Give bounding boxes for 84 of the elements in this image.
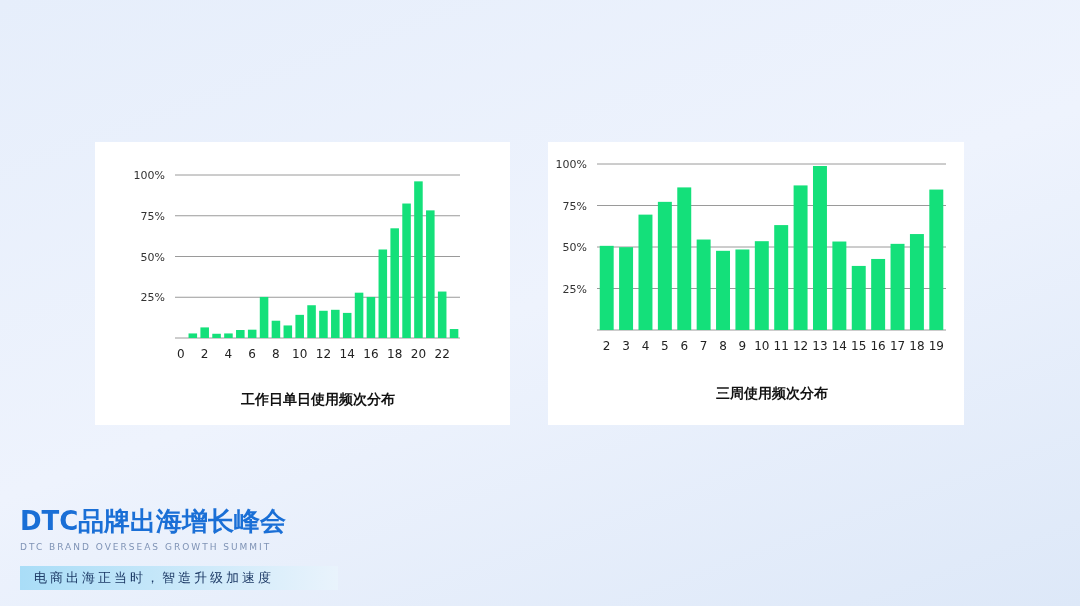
x-tick-label: 19 — [928, 339, 944, 353]
x-tick-label: 8 — [272, 347, 280, 361]
bar — [283, 325, 293, 338]
x-tick-label: 18 — [387, 347, 403, 361]
bar — [871, 258, 886, 330]
x-tick-label: 10 — [754, 339, 770, 353]
text: 工作日单日使用频次分布 — [239, 391, 395, 407]
x-tick-label: 13 — [812, 339, 828, 353]
y-tick-label: 100% — [555, 158, 587, 171]
bar — [342, 312, 352, 338]
x-tick-label: 12 — [792, 339, 809, 353]
bar — [890, 243, 905, 330]
x-tick-label: 22 — [434, 347, 450, 361]
x-tick-label: 11 — [773, 339, 789, 353]
bar — [331, 309, 340, 338]
bar — [236, 330, 245, 338]
x-tick-label: 2 — [200, 347, 209, 361]
bar — [638, 214, 653, 330]
bar — [366, 296, 376, 338]
x-tick-label: 6 — [680, 339, 689, 353]
x-tick-label: 14 — [831, 339, 847, 353]
bar — [224, 333, 233, 338]
bar — [793, 185, 808, 330]
x-tick-label: 4 — [224, 347, 233, 361]
x-tick-label: 17 — [889, 339, 906, 353]
bar — [832, 241, 847, 330]
bar — [677, 187, 692, 330]
x-tick-label: 20 — [410, 347, 427, 361]
bar — [426, 210, 435, 338]
text: DTC BRAND OVERSEAS GROWTH SUMMIT — [20, 542, 272, 552]
x-tick-label: 8 — [719, 339, 727, 353]
bar — [909, 234, 924, 330]
text: DTC品牌出海增长峰会 — [20, 505, 287, 537]
bar — [402, 203, 411, 338]
x-tick-label: 6 — [248, 347, 257, 361]
bar — [378, 249, 388, 338]
bar — [414, 181, 423, 338]
x-tick-label: 0 — [177, 347, 185, 361]
bar — [354, 292, 364, 338]
text: 三周使用频次分布 — [715, 385, 828, 401]
bar — [657, 201, 672, 330]
bar — [696, 239, 711, 330]
y-tick-label: 25% — [562, 282, 587, 296]
y-tick-label: 25% — [140, 291, 165, 305]
bar — [599, 245, 614, 330]
bar — [390, 228, 399, 338]
y-tick-label: 75% — [140, 209, 165, 223]
bar — [295, 314, 304, 338]
bar — [449, 329, 459, 338]
bar — [259, 296, 269, 338]
bar — [929, 189, 944, 330]
bar — [735, 249, 750, 330]
bar — [774, 225, 789, 330]
x-tick-label: 2 — [602, 339, 611, 353]
x-tick-label: 14 — [339, 347, 355, 361]
bar — [716, 250, 731, 330]
y-tick-label: 100% — [133, 169, 165, 182]
x-tick-label: 3 — [622, 339, 630, 353]
y-tick-label: 50% — [562, 241, 587, 254]
bar — [754, 241, 769, 330]
bar — [851, 265, 866, 330]
x-tick-label: 4 — [641, 339, 650, 353]
bar — [307, 305, 316, 338]
x-tick-label: 15 — [851, 339, 867, 353]
x-tick-label: 5 — [661, 339, 669, 353]
x-tick-label: 18 — [909, 339, 925, 353]
text: 电商出海正当时，智造升级加速度 — [20, 566, 338, 590]
bar — [200, 327, 209, 338]
y-tick-label: 50% — [140, 250, 165, 264]
bar — [188, 333, 198, 338]
x-tick-label: 16 — [870, 339, 886, 353]
x-tick-label: 16 — [363, 347, 379, 361]
bar — [619, 247, 634, 330]
bar — [812, 165, 827, 330]
x-tick-label: 9 — [738, 339, 747, 353]
bar — [212, 333, 221, 338]
bar — [247, 329, 257, 338]
x-tick-label: 12 — [315, 347, 332, 361]
bar — [437, 291, 447, 338]
y-tick-label: 75% — [562, 199, 587, 213]
bar — [271, 320, 281, 338]
x-tick-label: 10 — [292, 347, 308, 361]
x-tick-label: 7 — [699, 339, 708, 353]
bar — [319, 310, 328, 338]
